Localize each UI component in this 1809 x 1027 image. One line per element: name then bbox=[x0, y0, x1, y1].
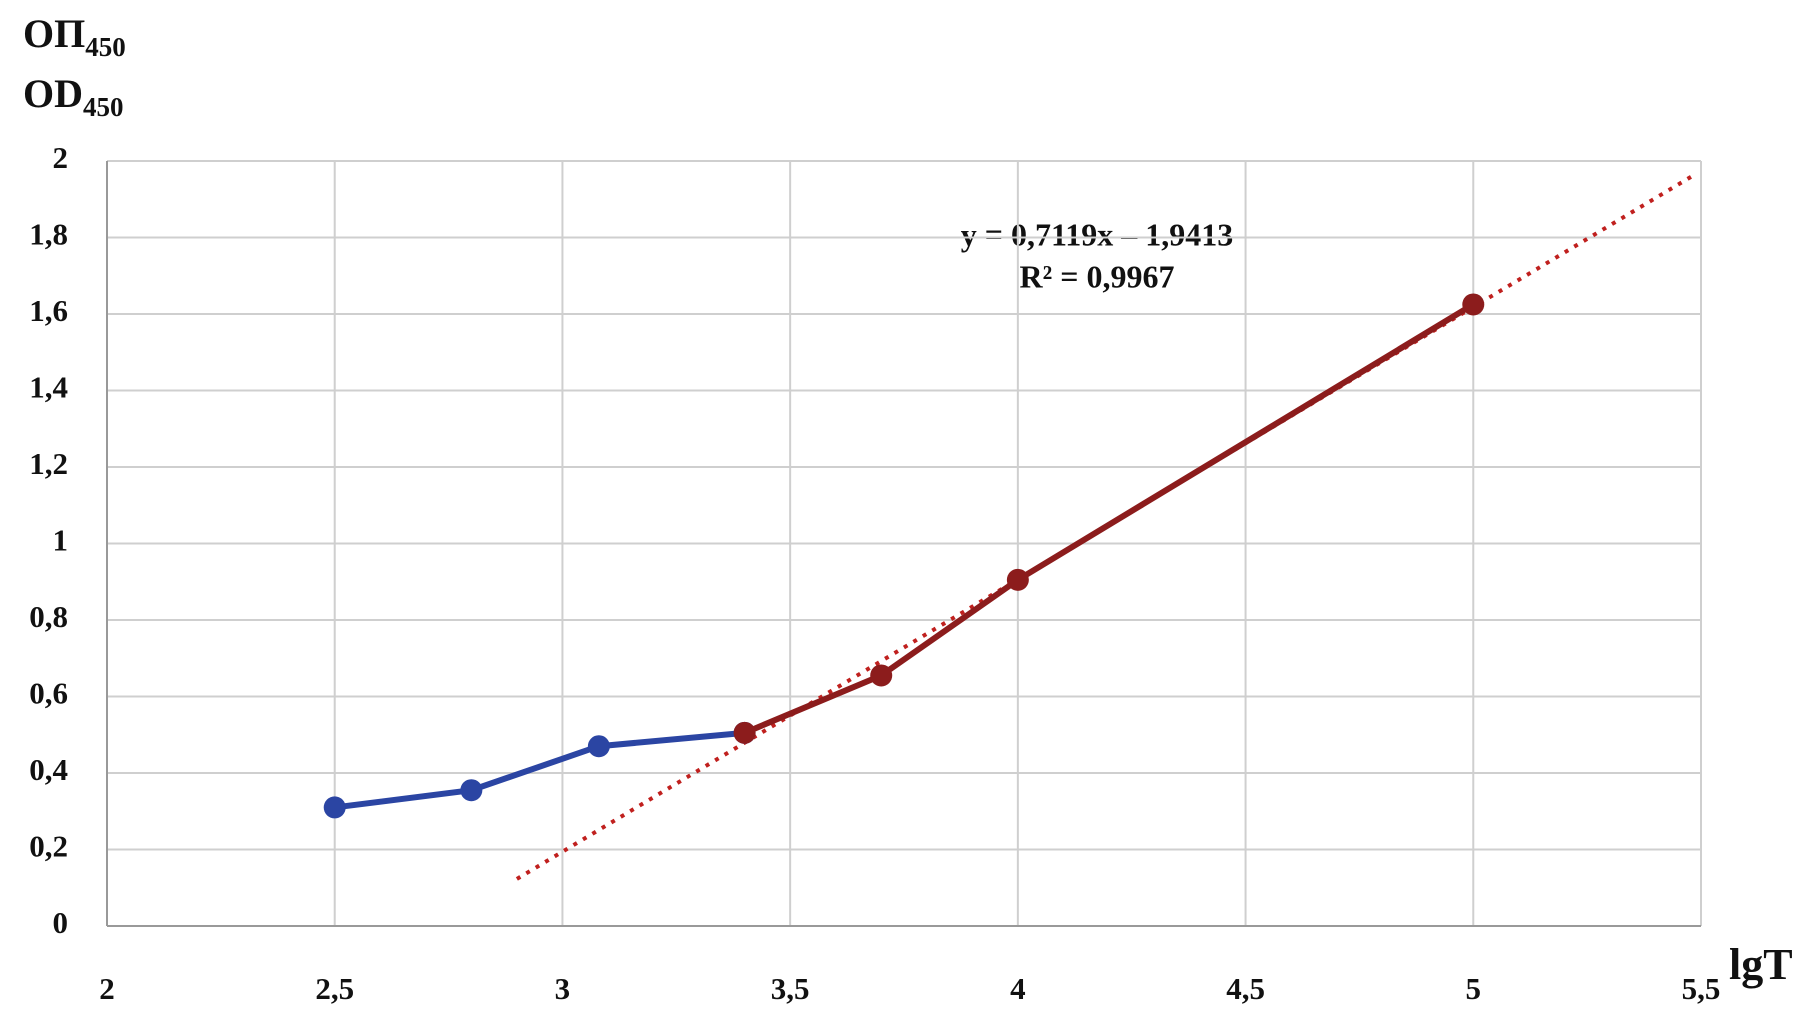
y-tick-label: 0,4 bbox=[29, 752, 68, 787]
series-line bbox=[743, 301, 1475, 736]
data-point bbox=[733, 721, 756, 744]
x-tick-label: 3,5 bbox=[771, 971, 810, 1006]
y-axis-label: ОП450 bbox=[23, 11, 126, 62]
trend-equation: y = 0,7119x – 1,9413 bbox=[961, 216, 1233, 252]
y-tick-label: 1,8 bbox=[29, 217, 68, 252]
x-tick-label: 2 bbox=[99, 971, 115, 1006]
trend-r-squared: R² = 0,9967 bbox=[1020, 258, 1175, 294]
x-tick-label: 3 bbox=[555, 971, 571, 1006]
y-tick-label: 0,8 bbox=[29, 599, 68, 634]
series-line bbox=[334, 729, 745, 811]
x-tick-label: 5,5 bbox=[1682, 971, 1721, 1006]
x-tick-label: 4 bbox=[1010, 971, 1026, 1006]
y-tick-label: 2 bbox=[53, 140, 69, 175]
y-tick-label: 1,4 bbox=[29, 370, 68, 405]
data-point bbox=[870, 664, 893, 687]
y-tick-label: 0 bbox=[53, 905, 69, 940]
x-axis-label: lgT bbox=[1729, 940, 1793, 989]
y-label-sub: 450 bbox=[83, 92, 124, 122]
y-label-text: OD bbox=[23, 71, 83, 116]
data-point bbox=[1462, 293, 1485, 316]
y-tick-label: 0,6 bbox=[29, 676, 68, 711]
x-tick-label: 2,5 bbox=[315, 971, 354, 1006]
y-label-text: ОП bbox=[23, 11, 85, 56]
data-point bbox=[1006, 568, 1029, 591]
x-tick-label: 4,5 bbox=[1226, 971, 1265, 1006]
data-point bbox=[587, 735, 610, 758]
data-point bbox=[323, 796, 346, 819]
data-point bbox=[460, 779, 483, 802]
y-tick-label: 1,2 bbox=[29, 446, 68, 481]
y-tick-label: 1,6 bbox=[29, 293, 68, 328]
x-tick-label: 5 bbox=[1466, 971, 1482, 1006]
y-axis-label: OD450 bbox=[23, 71, 124, 122]
y-tick-label: 1 bbox=[53, 523, 69, 558]
y-tick-label: 0,2 bbox=[29, 829, 68, 864]
y-label-sub: 450 bbox=[85, 32, 126, 62]
